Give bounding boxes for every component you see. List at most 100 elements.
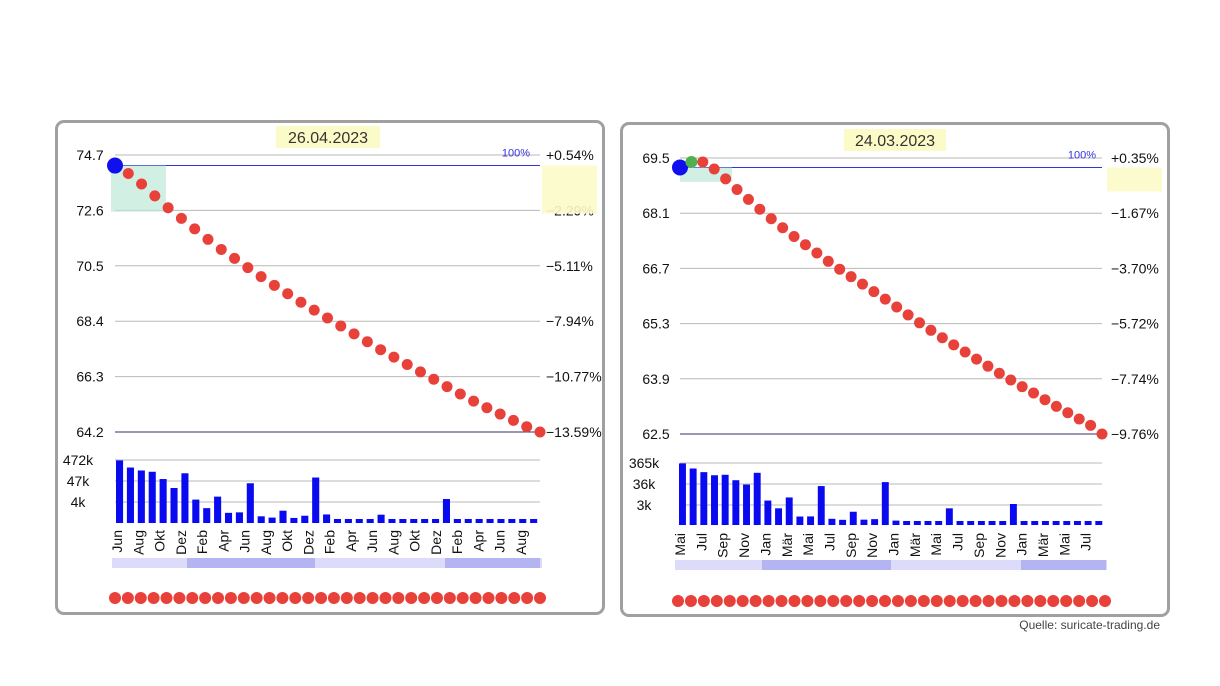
bottom-dot [1099,595,1111,607]
data-point [1050,400,1062,412]
x-tick-label: Mai [1056,533,1072,556]
y-tick-label: 63.9 [642,371,669,387]
volume-bar [817,486,825,525]
data-point [388,351,400,363]
volume-tick-label: 472k [63,452,94,468]
volume-bar [721,474,729,525]
x-tick-label: Apr [470,530,486,552]
bottom-dot [995,595,1008,607]
volume-bar [679,463,686,525]
bottom-dot [263,592,276,604]
x-tick-label: Dez [173,530,189,555]
volume-bar [377,514,385,523]
bottom-dot [224,592,237,604]
x-tick-label: Sep [843,533,859,558]
volume-bar [464,519,472,523]
data-point [672,159,688,176]
volume-bar [257,516,265,523]
pct-highlight [1107,167,1162,192]
volume-bar [881,482,889,525]
volume-bar [137,470,145,523]
volume-bar [181,473,189,523]
bottom-dot [405,592,418,604]
x-tick-label: Sep [715,533,731,558]
timeline-band [445,558,540,568]
volume-bar [1073,521,1081,525]
data-point [811,247,823,259]
data-point [268,279,280,291]
data-point [322,312,333,324]
data-point [175,212,187,224]
x-tick-label: Feb [194,530,210,554]
volume-bar [1095,521,1103,525]
volume-bar [268,517,276,523]
bottom-dot [521,592,534,604]
bottom-dot [866,595,879,607]
volume-bar [126,467,134,523]
data-point [697,156,709,168]
bottom-dot [495,592,508,604]
volume-bar [689,468,697,525]
data-point [902,309,914,321]
data-point [295,296,307,308]
bottom-dot [327,592,340,604]
bottom-dot [134,592,147,604]
bottom-dot [710,595,723,607]
volume-bar [410,519,418,523]
data-point [454,388,466,400]
data-point [401,358,413,370]
volume-bar [530,519,538,523]
volume-bar [743,484,750,525]
bottom-dot [904,595,917,607]
data-point [534,426,546,438]
volume-bar [323,514,331,523]
y-tick-label: 68.1 [642,205,669,221]
data-point [959,346,971,358]
data-point [1028,387,1040,399]
bottom-dot [1047,595,1060,607]
x-tick-label: Apr [343,530,359,552]
data-point [1039,394,1051,406]
pct-tick-label: +0.54% [546,147,594,163]
x-tick-label: Feb [322,530,338,554]
data-point [481,402,493,414]
bottom-dot [469,592,482,604]
bottom-dot [982,595,995,607]
volume-bar [828,518,836,525]
volume-bar [497,519,505,523]
bottom-dot [762,595,775,607]
bottom-dot [160,592,173,604]
bottom-dot [801,595,814,607]
y-tick-label: 70.5 [76,258,103,274]
volume-bar [290,517,298,523]
data-point [754,203,766,215]
volume-bar [871,519,879,525]
bottom-dot [315,592,328,604]
volume-tick-label: 36k [633,476,657,492]
volume-bar [892,520,900,525]
data-point [215,243,227,255]
y-tick-label: 62.5 [642,426,669,442]
x-tick-label: Mär [1035,533,1051,557]
data-point [777,222,789,234]
volume-bar [508,519,516,523]
bottom-dot [186,592,199,604]
data-point [107,157,123,174]
volume-bar [279,510,287,523]
volume-bar [442,499,451,523]
bottom-dot [788,595,801,607]
bottom-dot [289,592,302,604]
volume-bar [956,521,964,525]
timeline-strip [112,558,542,568]
y-tick-label: 74.7 [76,147,103,163]
date-box [276,126,380,148]
volume-bar [1052,521,1060,525]
data-point [822,255,834,267]
data-point [375,344,387,356]
data-point [1005,374,1017,386]
bottom-dot [456,592,469,604]
volume-bar [192,499,200,523]
bottom-dot [827,595,840,607]
bottom-dot [723,595,736,607]
